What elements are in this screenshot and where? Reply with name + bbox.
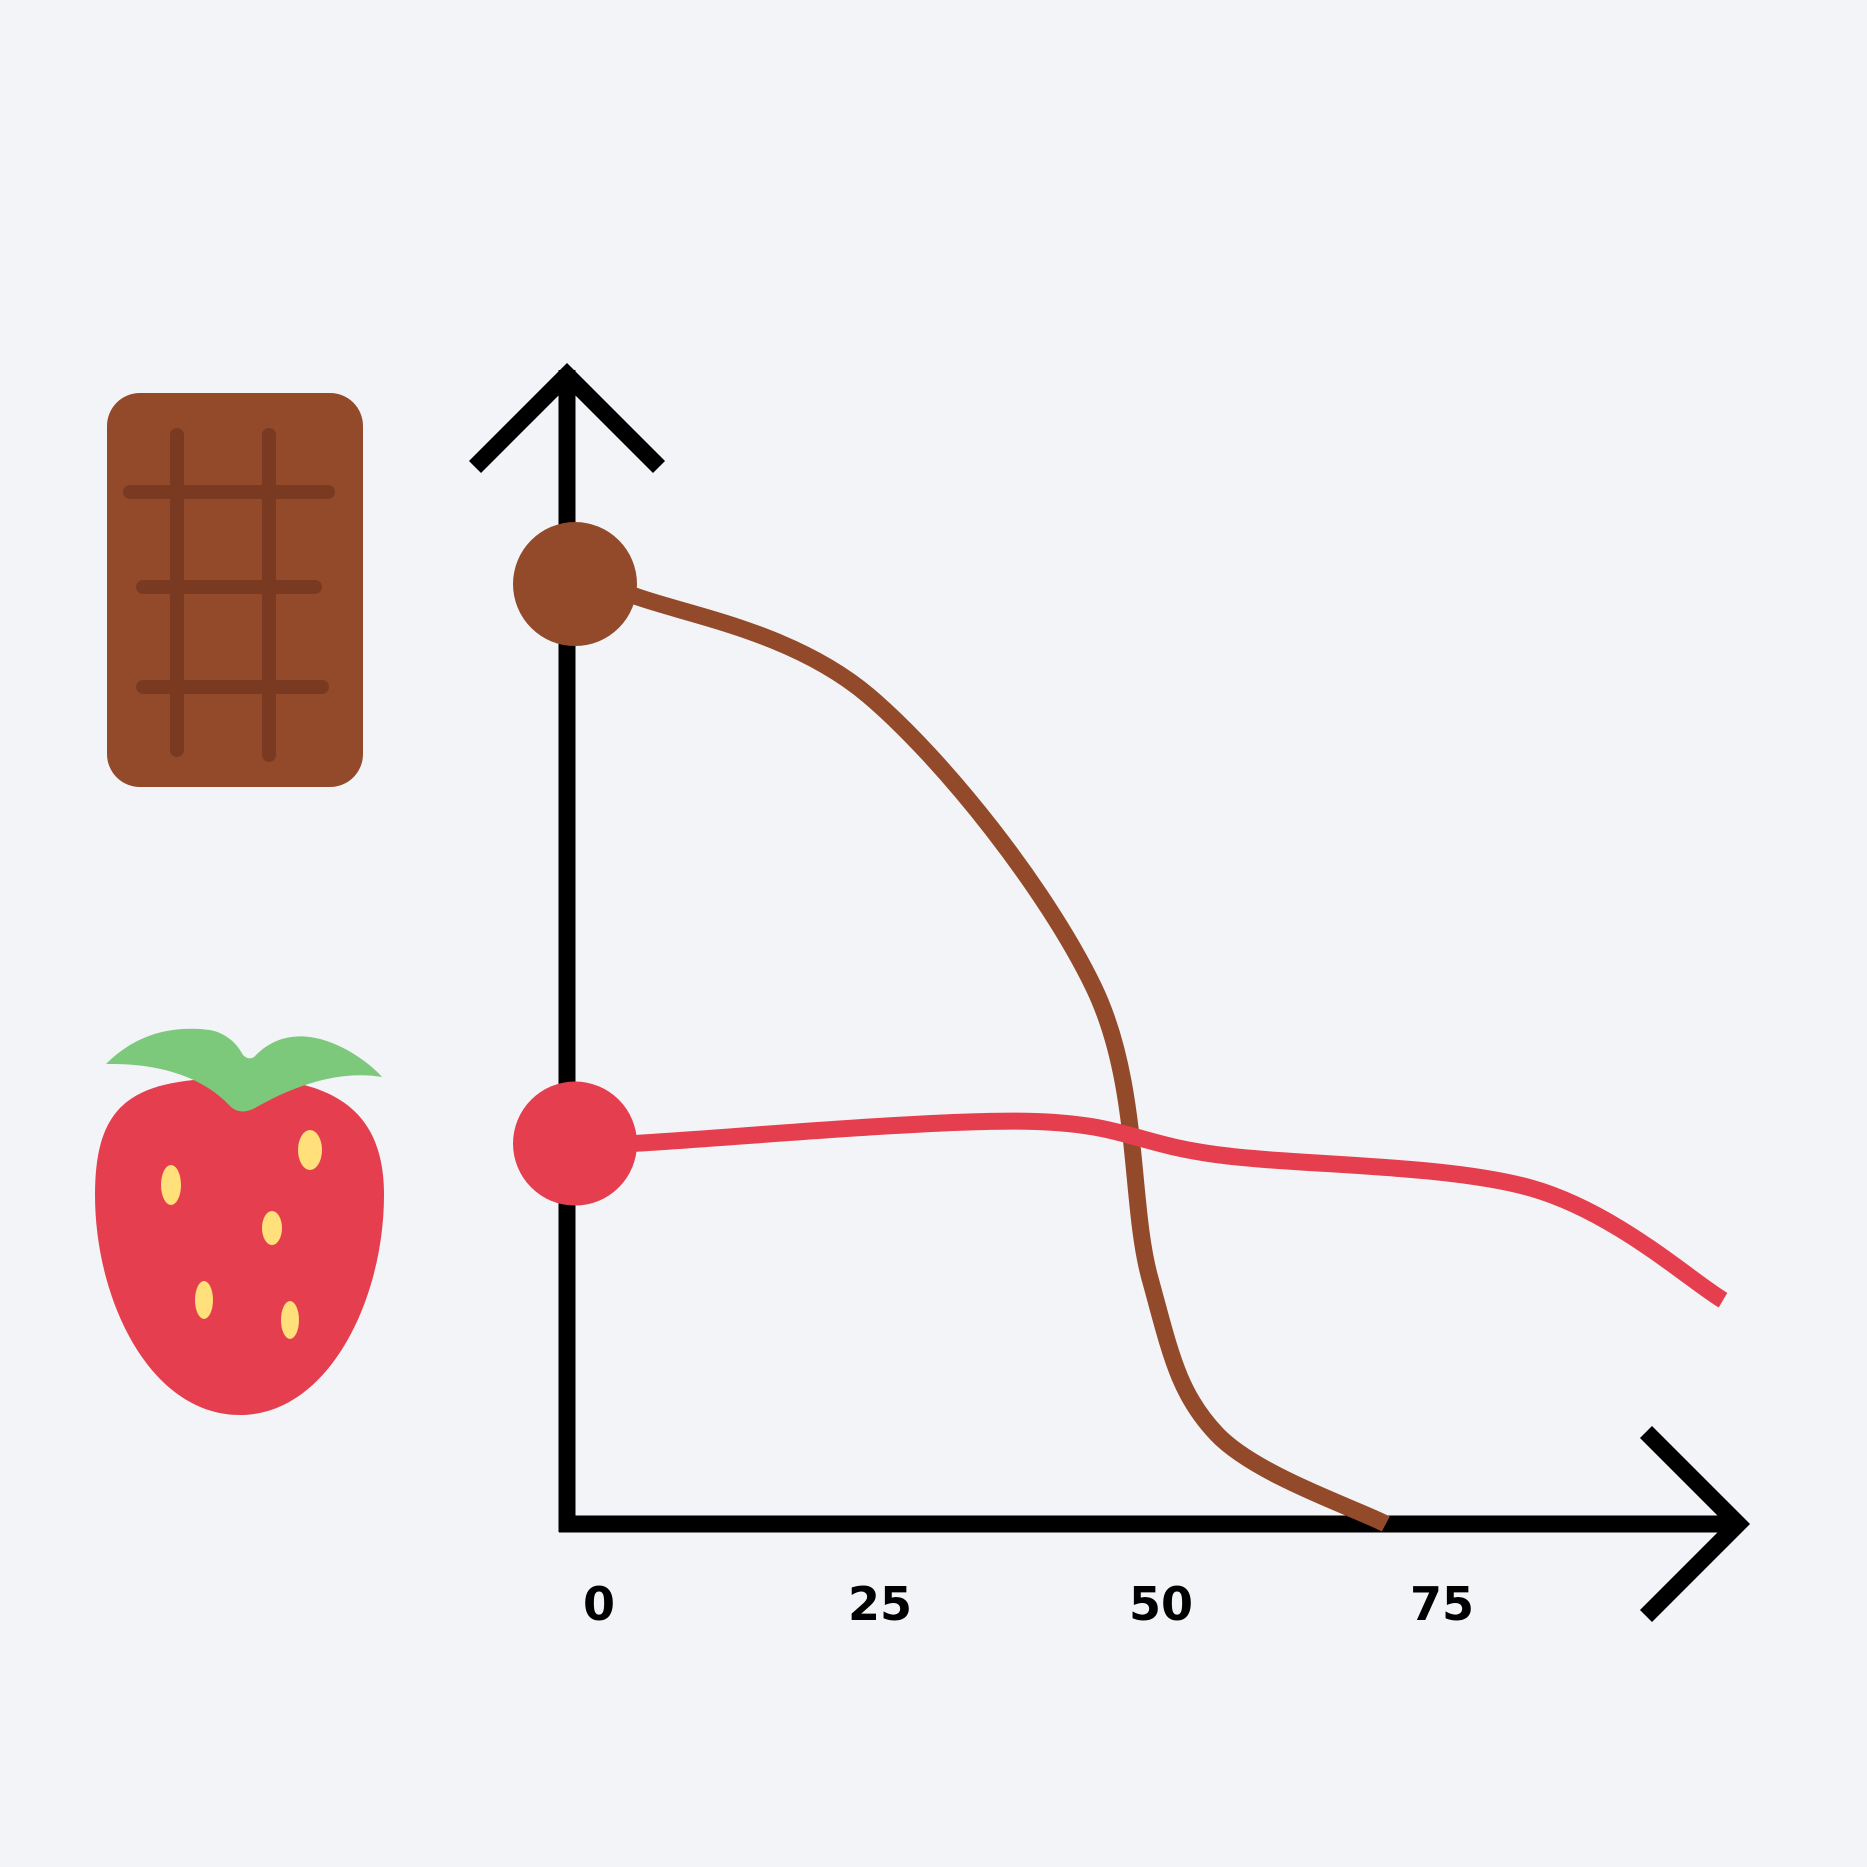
x-tick-label: 0 — [583, 1577, 615, 1631]
y-axis-arrowhead — [468, 362, 666, 474]
strawberry-icon — [95, 1028, 384, 1415]
series-line-chocolate — [573, 574, 1390, 1532]
x-tick-label: 75 — [1410, 1577, 1474, 1631]
series-start-marker-chocolate — [513, 522, 637, 647]
series-start-marker-strawberry — [513, 1081, 637, 1206]
series-line-strawberry — [568, 1112, 1728, 1308]
x-tick-label: 50 — [1129, 1577, 1193, 1631]
chocolate-bar-icon — [107, 393, 363, 787]
x-tick-label: 25 — [848, 1577, 912, 1631]
x-tick-labels: 0 25 50 75 — [583, 1577, 1474, 1631]
x-axis-arrowhead — [1639, 1425, 1751, 1623]
